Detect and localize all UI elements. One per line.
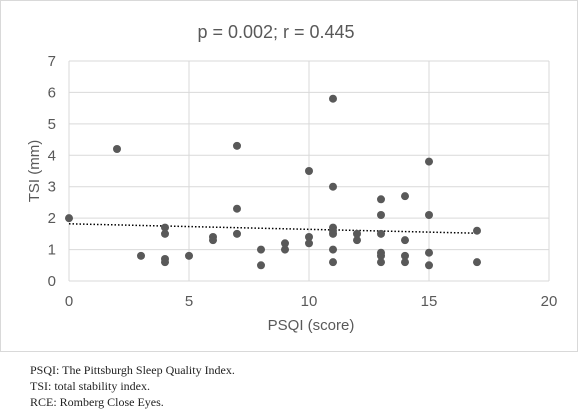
data-point [137, 251, 145, 260]
y-tick-label: 3 [48, 179, 56, 196]
x-axis-label: PSQI (score) [268, 317, 355, 334]
data-point [425, 261, 433, 270]
data-point [425, 211, 433, 219]
chart-frame: 0 5 10 15 20 0 1 2 3 4 5 6 7 p = 0.002; r = 0.445 P… [0, 0, 578, 352]
data-point [329, 229, 337, 238]
data-point [233, 204, 241, 213]
y-tick-label: 0 [48, 273, 56, 290]
x-tick-label: 10 [301, 293, 318, 310]
y-axis-label: TSI (mm) [26, 140, 43, 202]
data-point [425, 157, 433, 166]
y-tick-label: 7 [48, 53, 56, 70]
trendline [68, 223, 478, 234]
data-point [305, 239, 313, 248]
data-point [473, 258, 481, 267]
data-point [65, 214, 73, 223]
footnotes: PSQI: The Pittsburgh Sleep Quality Index… [30, 362, 235, 410]
data-point [305, 167, 313, 175]
data-point [473, 226, 481, 235]
data-point [377, 258, 385, 267]
data-point [377, 229, 385, 238]
data-point [233, 229, 241, 238]
data-point [329, 182, 337, 191]
data-point [329, 94, 337, 103]
data-point [209, 236, 217, 245]
data-point [281, 245, 289, 254]
data-point [377, 211, 385, 219]
x-tick-label: 5 [185, 293, 193, 310]
data-point [185, 251, 193, 260]
data-point [353, 229, 361, 238]
data-point [257, 261, 265, 270]
data-point [233, 141, 241, 150]
gridlines [68, 60, 550, 282]
data-point [377, 251, 385, 260]
y-tick-label: 5 [48, 116, 56, 133]
x-tick-label: 0 [65, 293, 73, 310]
data-point [113, 145, 121, 153]
note-psqi: PSQI: The Pittsburgh Sleep Quality Index… [30, 363, 235, 377]
data-point [401, 258, 409, 267]
y-tick-label: 2 [48, 210, 56, 227]
data-point [425, 248, 433, 257]
data-point [161, 223, 169, 232]
note-tsi: TSI: total stability index. [30, 379, 150, 393]
x-tick-label: 15 [421, 293, 438, 310]
data-points [65, 94, 481, 270]
y-tick-label: 1 [48, 242, 56, 259]
data-point [401, 192, 409, 201]
data-point [257, 245, 265, 254]
data-point [377, 195, 385, 204]
data-point [329, 258, 337, 267]
data-point [305, 233, 313, 241]
data-point [329, 245, 337, 254]
note-rce: RCE: Romberg Close Eyes. [30, 395, 164, 409]
data-point [401, 236, 409, 245]
data-point [401, 251, 409, 260]
y-tick-label: 4 [48, 147, 56, 164]
data-point [353, 236, 361, 245]
scatter-chart: 0 5 10 15 20 0 1 2 3 4 5 6 7 p = 0.002; r = 0.445 P… [26, 22, 558, 334]
x-tick-labels: 0 5 10 15 20 [65, 293, 558, 310]
y-tick-labels: 0 1 2 3 4 5 6 7 [48, 53, 56, 290]
y-tick-label: 6 [48, 84, 56, 101]
data-point [281, 239, 289, 248]
data-point [161, 258, 169, 267]
x-tick-label: 20 [541, 293, 558, 310]
data-point [161, 229, 169, 238]
chart-title: p = 0.002; r = 0.445 [197, 22, 354, 42]
